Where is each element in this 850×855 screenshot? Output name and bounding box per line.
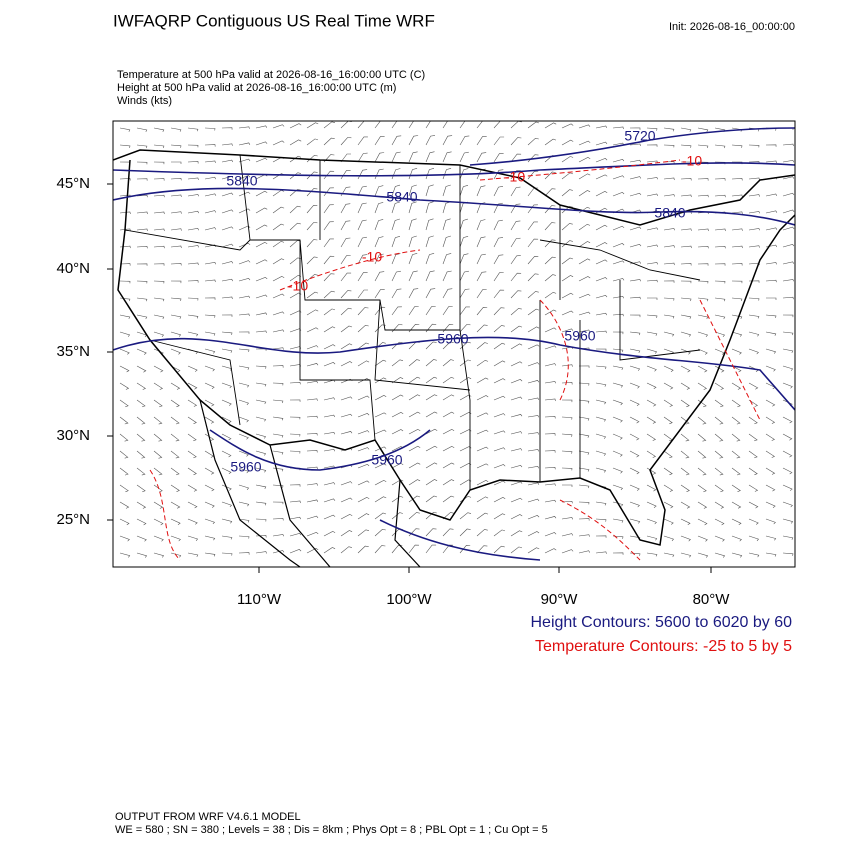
- height-contour-label: 5960: [437, 331, 468, 347]
- lon-label: 90°W: [541, 591, 579, 608]
- title: IWFAQRP Contiguous US Real Time WRF: [113, 11, 435, 30]
- temperature-contour-label: -10: [505, 169, 525, 185]
- temperature-contour-label: -10: [288, 278, 308, 294]
- tick-marks: [107, 183, 712, 573]
- geography: [113, 127, 795, 567]
- lat-label: 25°N: [56, 511, 90, 528]
- height-contour-label: 5840: [226, 173, 257, 189]
- height-contour-label: 5840: [386, 189, 417, 205]
- legend-temperature: Temperature Contours: -25 to 5 by 5: [535, 638, 792, 655]
- lat-label: 45°N: [56, 175, 90, 192]
- height-contour-label: 5960: [371, 452, 402, 468]
- lon-label: 100°W: [386, 591, 432, 608]
- field-label: Temperature at 500 hPa valid at 2026-08-…: [117, 69, 425, 81]
- footer: OUTPUT FROM WRF V4.6.1 MODEL: [115, 811, 301, 823]
- footer: WE = 580 ; SN = 380 ; Levels = 38 ; Dis …: [115, 824, 548, 836]
- lat-label: 30°N: [56, 427, 90, 444]
- temperature-contour-label: -10: [682, 153, 702, 169]
- coastline: [117, 159, 795, 546]
- lat-label: 35°N: [56, 343, 90, 360]
- lat-label: 40°N: [56, 260, 90, 277]
- temperature-contour-label: -10: [362, 249, 382, 265]
- height-contour-label: 5720: [624, 128, 655, 144]
- field-label: Height at 500 hPa valid at 2026-08-16_16…: [117, 82, 396, 94]
- height-contour: [113, 187, 795, 226]
- temperature-contour: [149, 159, 761, 561]
- init-time: Init: 2026-08-16_00:00:00: [669, 21, 795, 33]
- height-contour: [113, 162, 795, 177]
- height-contour: [469, 127, 795, 166]
- map-frame: [112, 120, 796, 568]
- height-contour: [113, 336, 795, 411]
- height-contour: [209, 429, 541, 561]
- map: 5720 5840 5840 5840 5960 5960 5960 5960 …: [56, 120, 796, 608]
- lon-label: 110°W: [237, 591, 282, 608]
- height-contour-label: 5960: [230, 459, 261, 475]
- height-contour-label: 5960: [564, 328, 595, 344]
- state-lines: [124, 154, 701, 490]
- field-label: Winds (kts): [117, 95, 172, 107]
- lon-label: 80°W: [693, 591, 731, 608]
- height-contour-label: 5840: [654, 205, 685, 221]
- mexico-coast: [199, 399, 421, 567]
- legend-height: Height Contours: 5600 to 6020 by 60: [530, 614, 792, 631]
